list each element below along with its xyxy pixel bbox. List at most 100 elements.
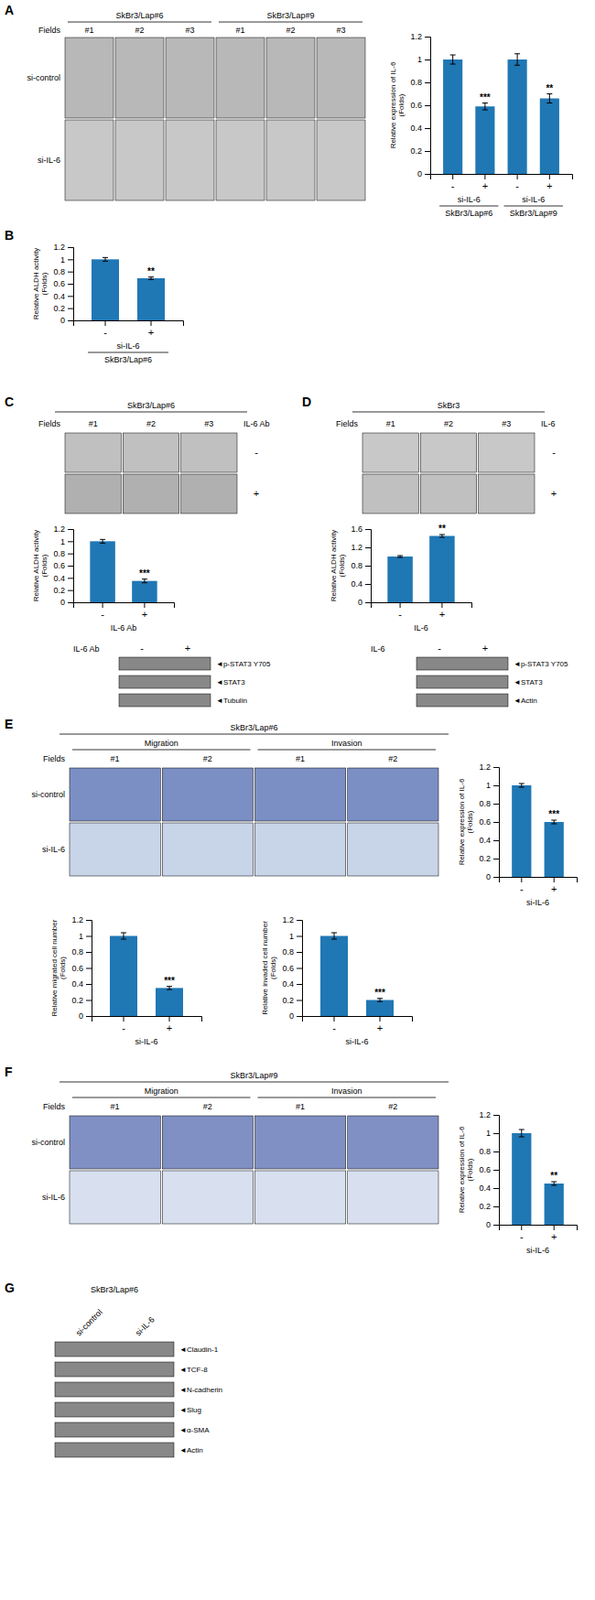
y-tick-label: 0.6 — [53, 561, 65, 571]
significance-label: *** — [374, 987, 386, 998]
error-bar — [120, 932, 127, 940]
error-bar — [141, 579, 148, 584]
field-label: #1 — [110, 1102, 120, 1112]
bar — [544, 822, 564, 877]
y-tick-label: 0 — [486, 872, 491, 882]
micrograph-cell — [362, 474, 419, 514]
error-bar-cap — [141, 582, 148, 584]
y-tick-label: 0.2 — [281, 995, 294, 1006]
fields-label: Fields — [43, 754, 66, 764]
x-tick-mark — [553, 1224, 555, 1231]
y-tick-mark — [86, 1016, 92, 1017]
y-tick: 0.8 — [478, 799, 499, 809]
error-bar-cap — [102, 260, 109, 262]
lane-label: - — [140, 642, 144, 654]
micrograph-cell — [266, 37, 315, 119]
micrograph-cell — [69, 768, 161, 822]
blot-strip — [416, 675, 509, 689]
y-tick-label: 0.4 — [410, 123, 422, 133]
error-bar-cap — [377, 997, 383, 999]
y-tick-label: 0.8 — [71, 947, 84, 957]
y-tick-label: 1.2 — [71, 915, 84, 925]
y-tick-mark — [86, 1000, 92, 1002]
micrograph-cell — [115, 119, 164, 201]
bar — [91, 259, 119, 321]
error-bar-cap — [546, 93, 552, 95]
x-tick-mark — [520, 876, 522, 883]
y-tick-label: 0.8 — [53, 267, 65, 277]
panel-letter: E — [4, 716, 13, 732]
micrograph-cell — [165, 37, 215, 119]
bar — [366, 1000, 394, 1017]
x-tick-mark — [169, 1016, 171, 1022]
error-bar-cap — [141, 578, 148, 580]
y-tick: 0.8 — [410, 77, 431, 87]
y-tick-mark — [296, 936, 303, 938]
y-tick-mark — [86, 936, 92, 938]
y-tick-label: 1 — [60, 537, 65, 547]
micrograph-cell — [347, 822, 439, 877]
x-axis-line — [74, 603, 175, 609]
x-tick: - — [332, 1016, 336, 1034]
divider — [218, 21, 363, 23]
x-tick-label: - — [519, 883, 524, 895]
x-axis-line — [499, 877, 578, 884]
panel-title: SkBr3/Lap#6 — [127, 400, 175, 411]
y-tick-label: 0.8 — [410, 77, 422, 87]
y-tick-mark — [67, 308, 74, 310]
y-tick-mark — [493, 822, 499, 823]
y-axis-title-line: Relative expression of IL-6 — [457, 778, 466, 866]
blot-strip — [54, 1362, 174, 1377]
y-tick-label: 0.6 — [281, 963, 294, 974]
divider — [72, 749, 251, 751]
group-label: SkBr3/Lap#6 — [444, 208, 493, 218]
y-tick: 0.2 — [478, 854, 499, 864]
panel-letter: F — [4, 1064, 13, 1080]
error-bar-cap — [514, 64, 520, 66]
plot-area — [109, 932, 184, 1017]
group-title: SkBr3/Lap#9 — [266, 10, 314, 21]
field-label: #1 — [386, 419, 396, 429]
field-label: #3 — [501, 419, 511, 429]
x-tick-mark — [517, 173, 519, 180]
plot-area — [91, 257, 165, 321]
error-bar-cap — [166, 989, 173, 991]
plot-area — [511, 783, 564, 877]
field-label: #1 — [84, 25, 94, 35]
x-tick-label: + — [377, 1022, 383, 1034]
y-tick-mark — [296, 1000, 303, 1002]
y-tick: 0.8 — [350, 561, 371, 571]
y-axis-title-line: (Folds) — [40, 553, 49, 577]
row-label: si-control — [26, 73, 61, 83]
y-axis-title-line: (Folds) — [337, 553, 347, 577]
x-axis: -+ — [74, 320, 184, 338]
x-tick-label: + — [551, 883, 557, 895]
micrograph-cell — [115, 37, 164, 119]
x-tick: + — [551, 1224, 557, 1243]
bar — [511, 785, 531, 877]
micrograph-cell — [216, 119, 265, 201]
micrograph-cell — [316, 37, 366, 119]
y-tick-mark — [296, 968, 303, 970]
y-tick-mark — [493, 876, 499, 878]
y-axis-title: Relative expression of IL-6(Folds) — [389, 61, 406, 149]
y-tick-mark — [424, 128, 431, 130]
y-axis: 00.20.40.60.811.2 — [281, 915, 303, 1021]
y-tick-mark — [67, 283, 74, 285]
western-blot: GSkBr3/Lap#6si-controlsi-IL-6◄Claudin-1◄… — [4, 1280, 223, 1458]
y-tick-mark — [424, 36, 431, 38]
error-bar-stem — [549, 94, 551, 104]
lane-label: si-IL-6 — [133, 1315, 157, 1339]
field-label: #1 — [295, 754, 305, 764]
bar-chart: 00.20.40.60.811.2-+Relative expression o… — [457, 1110, 578, 1255]
x-tick: - — [519, 1224, 524, 1243]
y-tick-label: 0.4 — [71, 979, 84, 989]
y-tick-label: 0.8 — [478, 1146, 491, 1157]
micrograph-cell — [255, 768, 347, 822]
y-tick-mark — [67, 553, 74, 555]
micrograph-cell — [347, 1115, 439, 1169]
y-tick-mark — [493, 1133, 499, 1135]
y-tick-label: 0 — [60, 597, 65, 607]
y-tick: 0.2 — [53, 303, 74, 314]
error-bar — [450, 54, 456, 65]
